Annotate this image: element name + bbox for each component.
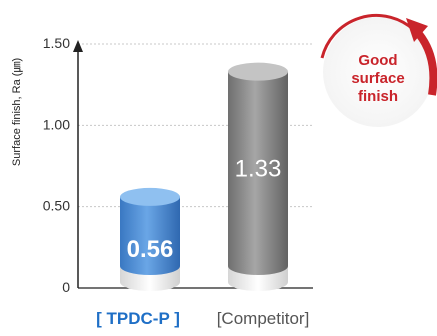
good-surface-finish-badge: Good surface finish [320, 13, 437, 127]
y-tick-label: 1.00 [43, 116, 70, 132]
bar-top-cap [120, 187, 180, 206]
bar-value-label-tpdc: 0.56 [127, 236, 174, 263]
y-tick-label: 0 [62, 279, 70, 295]
y-axis-label: Surface finish, Ra (㎛) [11, 58, 23, 166]
x-tick-label-tpdc: [ TPDC-P ] [96, 309, 180, 328]
y-axis-arrow-icon [73, 40, 83, 52]
bar-body [228, 71, 288, 275]
x-tick-label-competitor: [Competitor] [217, 309, 310, 328]
axis-layer: 0 0.50 1.00 1.50 [43, 35, 313, 295]
bar-top-cap [228, 62, 288, 81]
y-tick-label: 0.50 [43, 198, 70, 214]
badge-arrow-head-icon [406, 18, 428, 42]
bar-value-label-competitor: 1.33 [235, 156, 282, 183]
label-layer: 0.56 [ TPDC-P ] 1.33 [Competitor] [96, 156, 309, 328]
badge-arc [320, 13, 416, 59]
badge-line-1: Good [358, 52, 397, 69]
bar-body [120, 196, 180, 275]
badge-line-3: finish [358, 88, 398, 105]
bar-competitor [228, 62, 288, 291]
bar-layer [120, 62, 288, 291]
badge-line-2: surface [351, 70, 404, 87]
badge-circle [323, 17, 433, 127]
bar-tpdc [120, 187, 180, 291]
y-tick-label: 1.50 [43, 35, 70, 51]
grid-layer [78, 43, 313, 208]
badge-arrow-body [415, 31, 437, 96]
